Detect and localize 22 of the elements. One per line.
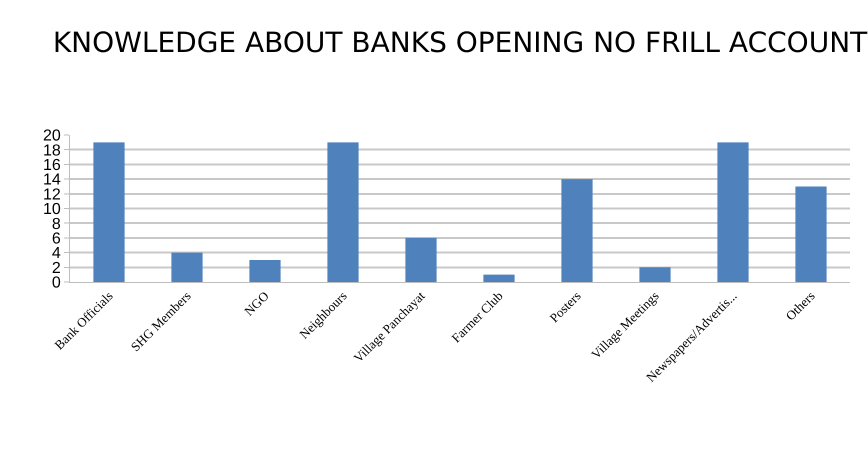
bar <box>249 260 281 282</box>
bar <box>93 142 125 282</box>
bar <box>327 142 359 282</box>
y-tick-label: 0 <box>52 274 61 292</box>
bar <box>639 267 671 282</box>
y-tick-label: 10 <box>43 201 61 218</box>
bar <box>483 274 515 282</box>
bar <box>171 252 203 282</box>
y-tick-label: 18 <box>43 142 61 160</box>
y-tick-label: 12 <box>43 186 61 204</box>
y-tick-label: 14 <box>43 172 61 189</box>
bar <box>405 238 437 282</box>
y-tick-label: 2 <box>52 260 61 277</box>
y-tick-label: 16 <box>43 157 61 174</box>
chart-title: KNOWLEDGE ABOUT BANKS OPENING NO FRILL ACCOUNT <box>52 26 868 59</box>
y-tick-label: 20 <box>43 128 61 145</box>
y-tick-label: 6 <box>52 230 61 248</box>
y-tick-label: 8 <box>52 216 61 233</box>
bar <box>717 142 749 282</box>
bar <box>795 186 827 282</box>
bar <box>561 179 593 282</box>
y-tick-label: 4 <box>52 245 61 262</box>
